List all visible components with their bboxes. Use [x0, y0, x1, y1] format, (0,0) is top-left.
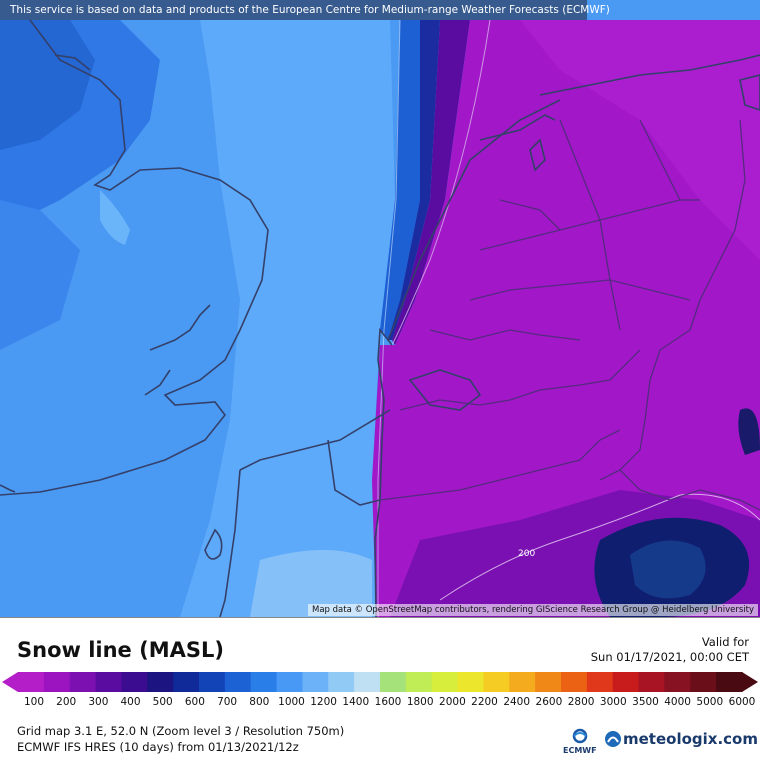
legend-title: Snow line (MASL)	[17, 638, 224, 662]
ecmwf-brand: ECMWF	[563, 746, 597, 755]
scale-swatch	[509, 672, 536, 692]
scale-swatch	[405, 672, 433, 692]
scale-tick-label: 1200	[310, 696, 337, 708]
map-region-navy-east	[738, 408, 760, 455]
scale-swatch	[69, 672, 97, 692]
scale-tick-label: 800	[249, 696, 270, 708]
contour-label: 200	[518, 549, 535, 559]
scale-swatch	[561, 672, 588, 692]
scale-tick-label: 200	[56, 696, 77, 708]
scale-swatch	[586, 672, 614, 692]
scale-swatch	[638, 672, 665, 692]
scale-swatch	[18, 672, 45, 692]
scale-ticks: 100 200 300 400 500 600 700 800 1000 1200 1400 1600…	[0, 696, 760, 710]
scale-swatch	[328, 672, 355, 692]
scale-tick-label: 3500	[632, 696, 659, 708]
scale-tick-label: 2400	[503, 696, 531, 708]
country-borders	[379, 119, 760, 511]
source-notice: This service is based on data and produc…	[0, 0, 610, 20]
scale-swatch	[716, 672, 743, 692]
scale-tick-label: 5000	[696, 696, 724, 708]
valid-date: Sun 01/17/2021, 00:00 CET	[590, 650, 749, 664]
map-region-light-blue	[180, 20, 395, 617]
scale-tick-label: 100	[23, 696, 45, 708]
map-transition-navy	[388, 20, 440, 340]
scale-swatch	[380, 672, 407, 692]
scale-tick-label: 6000	[728, 696, 756, 708]
scale-swatch	[690, 672, 717, 692]
scale-swatch	[173, 672, 200, 692]
scale-tick-label: 3000	[599, 696, 627, 708]
snow-line-map[interactable]: 200	[0, 0, 760, 617]
scale-swatch	[147, 672, 174, 692]
scale-tick-label: 600	[184, 696, 205, 708]
scale-swatch	[354, 672, 381, 692]
meteologix-logo-icon[interactable]	[604, 730, 622, 748]
scale-swatch	[276, 672, 303, 692]
scale-tick-label: 1000	[278, 696, 305, 708]
scale-swatch	[199, 672, 226, 692]
legend-panel: Snow line (MASL) Valid for Sun 01/17/202…	[0, 617, 760, 760]
model-info: ECMWF IFS HRES (10 days) from 01/13/2021…	[17, 740, 299, 754]
scale-swatch	[121, 672, 148, 692]
scale-tick-label: 700	[217, 696, 238, 708]
map-region-darker-blue	[0, 20, 95, 150]
scale-tick-label: 2800	[567, 696, 595, 708]
scale-swatch	[95, 672, 122, 692]
scale-tick-label: 4000	[664, 696, 691, 708]
map-region-blue-west	[0, 200, 80, 350]
scale-arrow-left	[2, 672, 18, 692]
scale-tick-label: 500	[152, 696, 173, 708]
contour-line-200	[439, 493, 760, 601]
map-region-navy-core	[630, 540, 706, 599]
scale-swatch	[250, 672, 278, 692]
contour-line-west	[377, 19, 401, 617]
map-region-magenta	[372, 20, 760, 617]
scale-tick-label: 1400	[342, 696, 370, 708]
color-scale	[2, 672, 758, 692]
scale-swatch	[43, 672, 71, 692]
meteologix-brand[interactable]: meteologix.com	[623, 730, 758, 748]
scale-swatch	[302, 672, 329, 692]
grid-info: Grid map 3.1 E, 52.0 N (Zoom level 3 / R…	[17, 724, 345, 738]
map-canvas: 200	[0, 0, 760, 617]
scale-swatch	[535, 672, 562, 692]
scale-swatch	[431, 672, 459, 692]
scale-swatch	[612, 672, 640, 692]
scale-tick-label: 300	[88, 696, 109, 708]
scale-tick-label: 2600	[535, 696, 563, 708]
scale-arrow-right	[742, 672, 758, 692]
scale-swatch	[457, 672, 484, 692]
scale-tick-label: 2200	[471, 696, 498, 708]
scale-tick-label: 1800	[406, 696, 434, 708]
scale-tick-label: 1600	[374, 696, 402, 708]
map-attribution[interactable]: Map data © OpenStreetMap contributors, r…	[308, 604, 758, 616]
map-transition-purple	[392, 20, 470, 345]
valid-label: Valid for	[701, 635, 749, 649]
contour-line-coast	[391, 19, 491, 346]
coastlines	[0, 19, 760, 617]
ecmwf-logo-icon[interactable]	[560, 728, 600, 758]
scale-tick-label: 400	[120, 696, 141, 708]
scale-tick-label: 2000	[439, 696, 466, 708]
scale-swatch	[224, 672, 252, 692]
map-region-pale-blue	[250, 550, 372, 617]
scale-swatch	[664, 672, 691, 692]
scale-swatch	[483, 672, 510, 692]
